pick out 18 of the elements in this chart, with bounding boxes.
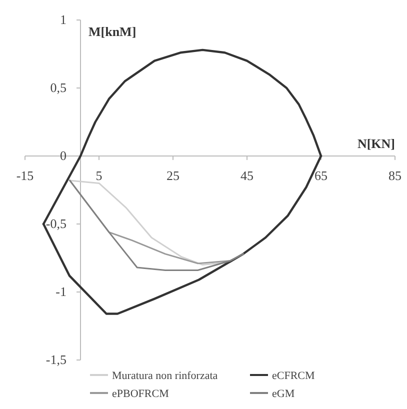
x-tick-label: 5 bbox=[96, 168, 102, 183]
legend-label: eGM bbox=[272, 388, 295, 400]
x-tick-label: -15 bbox=[16, 168, 34, 183]
x-tick-label: 65 bbox=[314, 168, 328, 183]
legend-label: ePBOFRCM bbox=[112, 388, 170, 400]
y-tick-label: -0,5 bbox=[46, 216, 66, 231]
x-axis-title: N[KN] bbox=[357, 136, 395, 151]
y-axis-title: M[knM] bbox=[88, 24, 136, 39]
legend-label: Muratura non rinforzata bbox=[112, 370, 218, 382]
y-tick-label: 0 bbox=[60, 148, 66, 163]
y-tick-label: -1 bbox=[56, 284, 66, 299]
x-tick-label: 85 bbox=[388, 168, 402, 183]
x-tick-label: 45 bbox=[240, 168, 254, 183]
x-tick-label: 25 bbox=[166, 168, 180, 183]
legend-label: eCFRCM bbox=[272, 370, 316, 382]
y-tick-label: -1,5 bbox=[46, 352, 66, 367]
y-tick-label: 0,5 bbox=[50, 80, 66, 95]
y-tick-label: 1 bbox=[60, 12, 66, 27]
